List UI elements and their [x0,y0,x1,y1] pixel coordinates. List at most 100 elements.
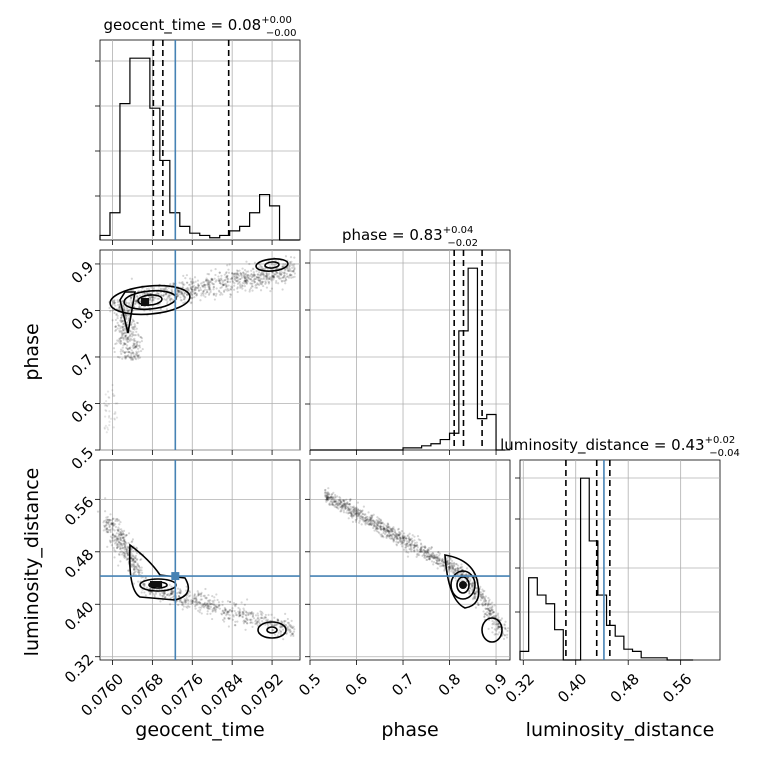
sample-point [211,278,214,282]
sample-point [335,501,338,505]
sample-point [208,601,211,604]
sample-point [221,282,224,286]
sample-point [334,496,337,499]
sample-point [189,291,193,295]
sample-point [221,284,224,287]
sample-point [115,539,118,542]
sample-point [481,588,484,591]
sample-point [113,523,117,526]
sample-point [123,331,126,335]
sample-point [332,503,335,507]
sample-point [191,600,194,603]
sample-point [292,265,295,268]
sample-point [145,287,148,291]
sample-point [113,394,116,397]
sample-point [225,286,228,289]
sample-point [111,533,115,536]
sample-point [110,522,113,525]
sample-point [245,281,248,284]
sample-point [120,550,123,553]
sample-point [369,516,372,520]
sample-point [169,294,172,297]
sample-point [277,276,280,279]
sample-point [404,543,408,547]
sample-point [218,271,221,274]
sample-point [113,538,116,541]
sample-point [121,547,124,550]
sample-point [239,283,242,286]
sample-point [425,551,428,554]
sample-point [219,291,223,295]
sample-point [332,491,335,494]
sample-point [104,519,107,522]
sample-point [184,295,187,299]
sample-point [120,533,123,537]
sample-point [282,638,285,641]
sample-point [245,614,248,617]
sample-point [235,275,239,279]
sample-point [204,603,207,606]
sample-point [102,529,105,532]
sample-point [397,527,400,530]
sample-point [324,490,327,494]
sample-point [191,285,194,288]
sample-point [357,515,361,518]
sample-point [256,282,259,285]
sample-point [349,507,353,510]
sample-point [182,283,185,287]
sample-point [373,524,376,527]
sample-point [281,264,284,268]
sample-point [121,299,124,303]
sample-point [406,555,410,558]
sample-point [324,488,327,492]
sample-point [379,524,382,528]
sample-point [235,276,238,279]
sample-point [206,612,209,616]
sample-point [124,356,127,359]
sample-point [152,592,155,595]
sample-point [133,339,136,343]
sample-point [271,271,275,274]
sample-point [403,543,407,546]
sample-point [120,332,123,335]
sample-point [469,587,472,590]
sample-point [406,541,409,544]
sample-point [137,580,140,583]
sample-point [150,292,154,295]
sample-point [134,554,137,557]
sample-point [355,508,358,511]
sample-point [256,278,260,281]
sample-point [287,276,291,279]
sample-point [197,289,201,292]
sample-point [333,497,336,501]
sample-point [203,283,206,286]
sample-point [240,285,243,289]
phase-tick-label: 0.7 [388,670,418,700]
sample-point [211,610,214,613]
sample-point [157,297,161,300]
sample-point [118,534,121,537]
sample-point [250,278,253,281]
sample-point [245,279,248,282]
sample-point [197,601,200,604]
sample-point [203,284,206,287]
sample-point [132,327,135,330]
sample-point [269,290,272,293]
sample-point [107,403,110,406]
sample-point [246,611,249,615]
sample-point [112,536,115,539]
sample-point [177,603,180,607]
sample-point [442,561,445,564]
sample-point [127,569,130,572]
sample-point [140,340,143,343]
sample-point [194,285,197,289]
sample-point [111,309,115,312]
sample-point [126,348,130,351]
sample-point [233,276,236,279]
sample-point [239,277,242,281]
sample-point [191,599,194,603]
sample-point [127,554,130,557]
sample-point [324,493,327,497]
sample-point [247,276,250,279]
sample-point [159,594,162,597]
